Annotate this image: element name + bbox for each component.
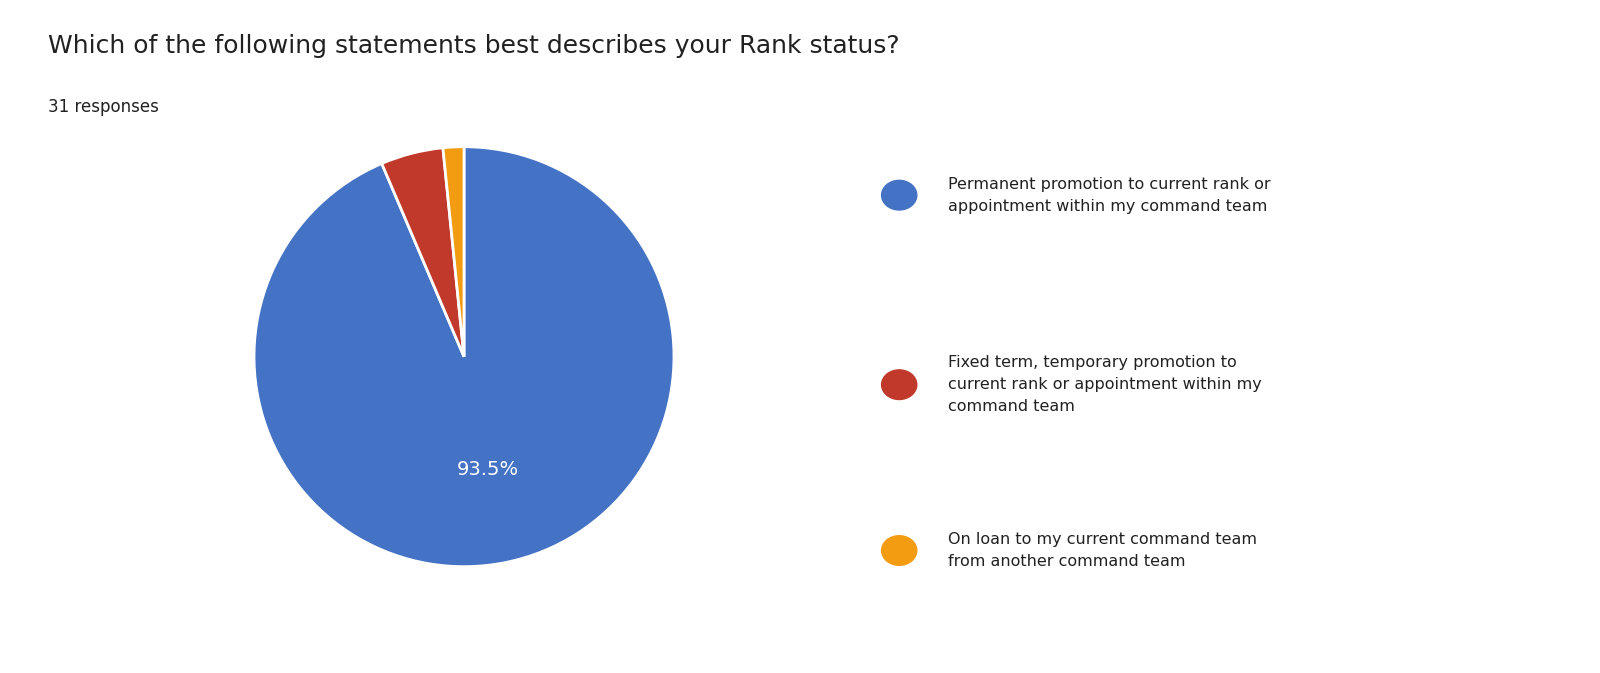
Text: 93.5%: 93.5% [456,460,518,479]
Circle shape [882,370,917,400]
Circle shape [882,180,917,210]
Wedge shape [254,147,674,567]
Wedge shape [443,147,464,357]
Text: Permanent promotion to current rank or
appointment within my command team: Permanent promotion to current rank or a… [949,176,1270,214]
Circle shape [882,536,917,565]
Text: 31 responses: 31 responses [48,98,158,116]
Text: Which of the following statements best describes your Rank status?: Which of the following statements best d… [48,34,899,58]
Text: On loan to my current command team
from another command team: On loan to my current command team from … [949,532,1258,569]
Wedge shape [382,148,464,357]
Text: Fixed term, temporary promotion to
current rank or appointment within my
command: Fixed term, temporary promotion to curre… [949,355,1262,415]
